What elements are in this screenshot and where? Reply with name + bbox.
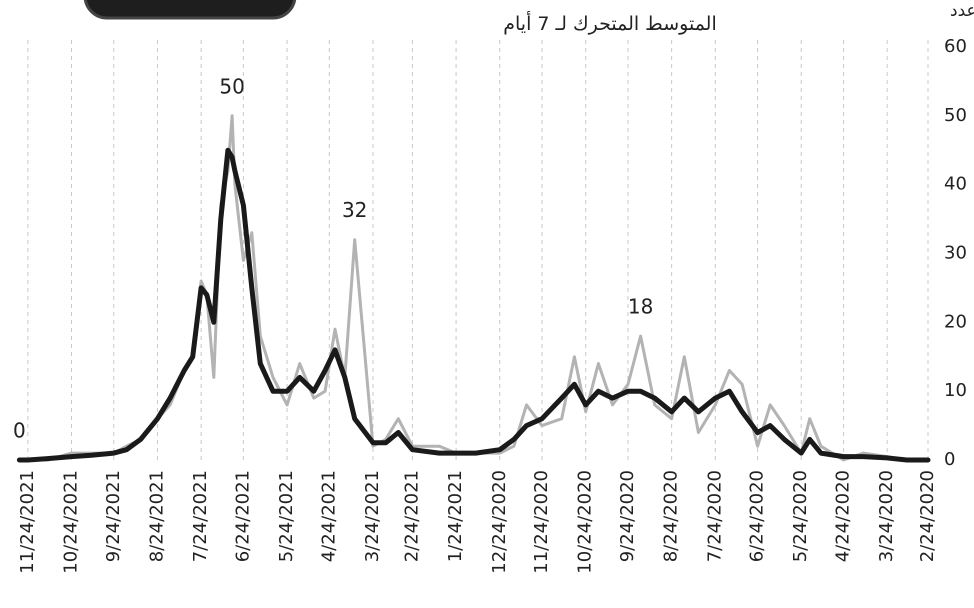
y-tick-label: 40: [944, 174, 967, 195]
series-line: [16, 147, 931, 463]
x-tick-label: 10/24/2021: [61, 470, 82, 574]
x-tick-label: 11/24/2020: [531, 470, 552, 574]
annotation: 50: [219, 74, 244, 98]
x-tick-label: 5/24/2020: [790, 470, 811, 562]
series-line: [17, 114, 930, 462]
annotation: 18: [628, 295, 653, 319]
x-tick-label: 11/24/2021: [17, 470, 38, 574]
x-tick-label: 12/24/2020: [489, 470, 510, 574]
x-tick-label: 6/24/2021: [232, 470, 253, 562]
annotation: 0: [13, 419, 26, 443]
x-tick-label: 5/24/2021: [276, 470, 297, 562]
x-tick-label: 8/24/2020: [661, 470, 682, 562]
x-tick-label: 2/24/2021: [401, 470, 422, 562]
x-tick-label: 8/24/2021: [146, 470, 167, 562]
y-tick-label: 0: [944, 449, 955, 470]
x-tick-label: 9/24/2020: [617, 470, 638, 562]
x-tick-label: 2/24/2020: [917, 470, 938, 562]
x-tick-label: 10/24/2020: [575, 470, 596, 574]
badge: [83, 0, 297, 20]
x-tick-label: 3/24/2020: [876, 470, 897, 562]
x-tick-label: 4/24/2020: [832, 470, 853, 562]
legend-label: المتوسط المتحرك لـ 7 أيام: [503, 11, 717, 35]
x-tick-label: 4/24/2021: [318, 470, 339, 562]
x-tick-label: 9/24/2021: [103, 470, 124, 562]
y-tick-label: 60: [944, 36, 967, 57]
x-tick-label: 3/24/2021: [362, 470, 383, 562]
y-tick-label: 10: [944, 380, 967, 401]
y-tick-label: 20: [944, 311, 967, 332]
y-axis-label: عدد: [950, 1, 974, 21]
x-tick-label: 1/24/2021: [445, 470, 466, 562]
x-tick-label: 7/24/2020: [704, 470, 725, 562]
x-tick-label: 6/24/2020: [747, 470, 768, 562]
y-tick-label: 50: [944, 105, 967, 126]
y-tick-label: 30: [944, 243, 967, 264]
x-tick-label: 7/24/2021: [190, 470, 211, 562]
annotation: 32: [342, 198, 367, 222]
